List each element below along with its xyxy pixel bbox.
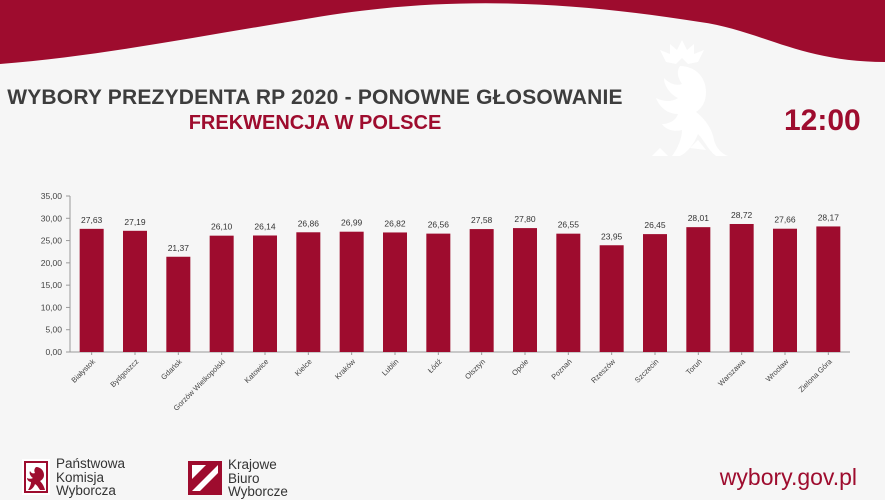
x-tick-label: Toruń — [684, 357, 704, 377]
x-tick-label: Poznań — [549, 357, 573, 381]
bar — [469, 229, 494, 352]
bar-value-label: 28,01 — [688, 213, 710, 223]
turnout-bar-chart: 0,00 5,00 10,00 15,00 20,00 25,00 30,00 35,00 27… — [41, 191, 850, 413]
time-label: 12:00 — [784, 104, 861, 137]
bar — [773, 228, 797, 352]
bar — [253, 235, 277, 352]
x-tick-label: Kielce — [293, 357, 314, 378]
bar — [339, 231, 364, 352]
y-tick-label: 25,00 — [41, 236, 63, 246]
kbw-line-3: Wyborcze — [228, 484, 288, 499]
page-subtitle: FREKWENCJA W POLSCE — [188, 112, 442, 134]
pkw-line-3: Wyborcza — [56, 483, 116, 498]
page-title: WYBORY PREZYDENTA RP 2020 - PONOWNE GŁOS… — [7, 86, 623, 109]
bar — [383, 232, 407, 352]
y-tick-label: 0,00 — [45, 347, 62, 357]
bar — [643, 234, 667, 352]
x-tick-label: Gdańsk — [159, 357, 184, 382]
header-band — [0, 0, 885, 64]
bar-value-label: 27,19 — [124, 217, 146, 227]
y-tick-label: 35,00 — [41, 191, 63, 201]
bar-value-label: 26,14 — [254, 221, 276, 231]
kbw-line-1: Krajowe — [228, 457, 277, 472]
kbw-logo: Krajowe Biuro Wyborcze — [188, 458, 288, 499]
bar-value-label: 27,58 — [471, 215, 493, 225]
y-tick-label: 20,00 — [41, 258, 63, 268]
bar — [166, 256, 191, 352]
x-tick-label: Łódź — [426, 357, 444, 375]
y-tick-label: 5,00 — [45, 325, 62, 335]
bar-value-label: 26,99 — [341, 218, 363, 228]
x-tick-label: Rzeszów — [589, 357, 617, 385]
x-tick-label: Lublin — [380, 357, 401, 378]
bar-value-label: 28,17 — [818, 212, 840, 222]
bar-value-label: 23,95 — [601, 231, 623, 241]
bar — [296, 232, 321, 352]
bar-value-label: 26,55 — [558, 220, 580, 230]
x-tick-label: Katowice — [243, 357, 271, 385]
pkw-line-1: Państwowa — [56, 456, 126, 471]
bar-value-label: 27,80 — [514, 214, 536, 224]
bar — [599, 245, 624, 352]
bar — [426, 233, 451, 352]
x-tick-label: Opole — [510, 357, 531, 378]
y-tick-label: 10,00 — [41, 302, 63, 312]
bar — [209, 235, 234, 352]
x-tick-label: Zielona Góra — [797, 356, 835, 394]
x-tick-label: Kraków — [333, 357, 357, 381]
x-tick-label: Białystok — [69, 357, 97, 385]
bar-value-label: 21,37 — [168, 243, 190, 253]
x-tick-label: Bydgoszcz — [108, 357, 140, 389]
pkw-line-2: Komisja — [56, 469, 105, 485]
pkw-logo: Państwowa Komisja Wyborcza — [22, 457, 125, 498]
bar-value-label: 26,56 — [428, 220, 450, 230]
bar-value-label: 26,82 — [384, 218, 406, 228]
x-tick-label: Warszawa — [716, 356, 748, 388]
bar — [556, 233, 581, 352]
bar — [816, 226, 841, 352]
x-tick-label: Szczecin — [633, 357, 661, 385]
bar — [686, 227, 711, 352]
website-link[interactable]: wybory.gov.pl — [719, 464, 857, 490]
bar-value-label: 26,86 — [298, 218, 320, 228]
bar — [123, 230, 147, 352]
bar — [513, 228, 537, 352]
y-tick-label: 30,00 — [41, 213, 63, 223]
bar — [729, 223, 754, 352]
eagle-emblem-icon — [652, 40, 728, 156]
x-tick-label: Wrocław — [764, 357, 791, 384]
bar-value-label: 26,45 — [644, 220, 666, 230]
kbw-line-2: Biuro — [228, 470, 260, 486]
bar-value-label: 27,66 — [774, 215, 796, 225]
pkw-emblem-icon — [22, 459, 50, 496]
bar-value-label: 26,10 — [211, 222, 233, 232]
y-tick-label: 15,00 — [41, 280, 63, 290]
bar — [79, 228, 104, 352]
kbw-emblem-icon — [188, 461, 222, 496]
bar-value-label: 27,63 — [81, 215, 103, 225]
x-tick-label: Olsztyn — [463, 357, 487, 381]
bar-value-label: 28,72 — [731, 210, 753, 220]
